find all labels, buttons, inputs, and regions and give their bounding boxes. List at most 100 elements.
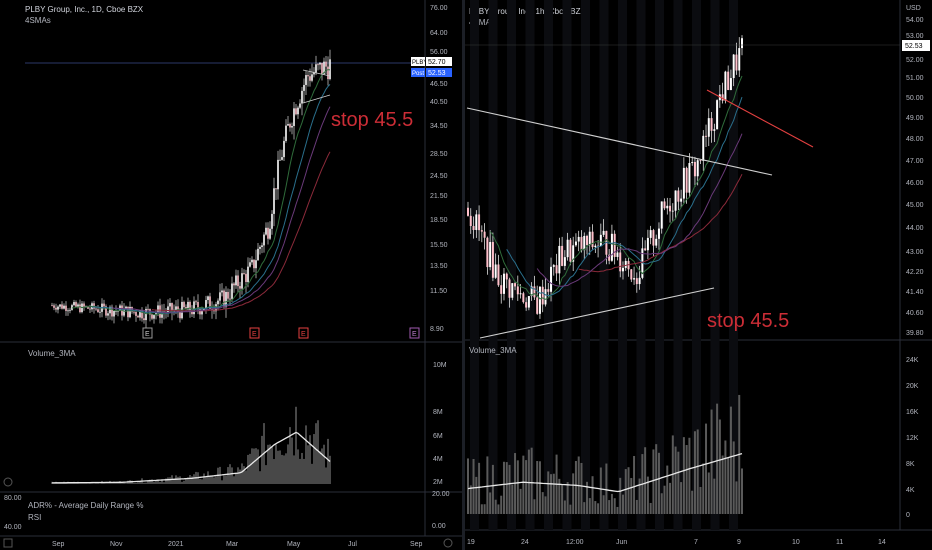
left-volume-bar: [211, 475, 213, 484]
left-candle: [297, 107, 299, 115]
right-candle: [696, 160, 699, 177]
right-price-tick: 51.00: [906, 75, 924, 82]
right-volume-bar: [533, 499, 536, 514]
left-candle: [223, 290, 225, 308]
left-candle: [79, 304, 81, 313]
right-volume-bar: [583, 502, 586, 514]
left-candle: [153, 315, 155, 319]
left-candle: [327, 66, 329, 80]
right-volume-bar: [741, 468, 743, 514]
left-volume-bar: [163, 482, 165, 484]
right-price-tag-bg: [902, 40, 930, 51]
left-trendline-upper: [302, 69, 331, 77]
right-volume-bar: [638, 478, 641, 514]
right-volume-bar: [688, 437, 691, 514]
left-time-axis: Sep Nov 2021 Mar May Jul Sep: [52, 541, 423, 548]
right-candle: [624, 260, 627, 268]
zoom-icon[interactable]: [3, 477, 13, 487]
left-candle: [255, 260, 257, 269]
left-candle: [253, 259, 255, 269]
left-volume-bar: [177, 476, 179, 484]
right-volume-bar: [552, 473, 555, 514]
right-candle: [663, 201, 666, 209]
right-session-band: [507, 0, 516, 530]
right-candle: [594, 245, 597, 248]
earnings-marker-3[interactable]: [298, 327, 309, 339]
settings-icon[interactable]: [3, 538, 13, 548]
left-volume-bar: [183, 480, 185, 484]
left-volume-bar: [165, 478, 167, 484]
right-price-tick: 49.00: [906, 115, 924, 122]
right-time-tick: 11: [836, 539, 843, 546]
right-candle: [705, 135, 708, 137]
left-candle: [291, 125, 293, 128]
left-candle: [217, 300, 219, 305]
right-time-tick: 19: [467, 539, 475, 546]
right-volume-bar: [597, 503, 600, 514]
right-volume-bar: [522, 455, 525, 514]
right-sma-line: [506, 96, 743, 297]
left-volume-bar: [147, 481, 149, 484]
right-time-tick: Jun: [616, 539, 627, 546]
auto-scale-icon[interactable]: [443, 538, 453, 548]
left-candle: [143, 318, 145, 321]
left-volume-bar: [125, 483, 127, 484]
left-volume-bar: [259, 471, 261, 484]
left-time-tick: Jul: [348, 541, 357, 548]
right-candle: [566, 239, 569, 258]
right-candle: [671, 210, 674, 212]
right-candle: [638, 277, 641, 285]
left-price-tick: 13.50: [430, 263, 448, 270]
pane-separator[interactable]: [462, 0, 465, 550]
right-candle: [489, 242, 492, 268]
right-volume-bar: [483, 504, 486, 514]
left-candle: [103, 303, 105, 307]
left-candle: [227, 291, 229, 299]
adr-tick: 20.00: [432, 491, 450, 498]
right-candle: [646, 237, 649, 251]
right-stop-annotation: stop 45.5: [707, 310, 789, 332]
left-candle: [183, 301, 185, 308]
right-volume-bar: [505, 462, 508, 514]
right-volume-bar: [527, 449, 530, 514]
left-candle: [135, 311, 137, 316]
right-volume-bar: [727, 457, 730, 514]
left-price-tick: 34.50: [430, 123, 448, 130]
earnings-marker-4[interactable]: [409, 327, 420, 339]
right-pane: PLBY Group, Inc., 1h, Cboe BZX 4SMAs sto…: [465, 0, 932, 546]
right-candle: [563, 257, 566, 266]
left-price-tick: 46.50: [430, 81, 448, 88]
left-candle: [195, 301, 197, 303]
left-candle: [207, 296, 209, 300]
right-volume-bar: [705, 423, 708, 514]
left-volume-bar: [233, 476, 235, 484]
earnings-marker-2[interactable]: [249, 327, 260, 339]
left-candle: [69, 309, 71, 311]
left-candle: [263, 234, 265, 246]
left-time-tick: May: [287, 541, 301, 548]
left-candle: [243, 273, 245, 275]
right-candle: [677, 190, 680, 202]
right-candle: [602, 230, 605, 235]
left-candle: [231, 283, 233, 299]
right-volume-bar: [467, 458, 469, 514]
right-candle: [616, 252, 619, 257]
left-volume-bar: [319, 451, 321, 484]
right-candle: [538, 286, 541, 314]
right-volume-bar: [713, 478, 716, 514]
left-volume-bar: [223, 475, 225, 484]
left-volume-bar: [185, 479, 187, 484]
right-candle: [541, 286, 544, 305]
earnings-marker-1[interactable]: [142, 327, 153, 339]
left-volume-bar: [237, 467, 239, 484]
left-candle: [123, 308, 125, 316]
left-volume-axis: 10M 8M 6M 4M 2M: [433, 362, 447, 486]
left-candle: [299, 103, 301, 108]
left-candle: [169, 303, 171, 307]
right-session-band: [655, 0, 664, 530]
right-session-band: [618, 0, 627, 530]
left-candle: [275, 188, 277, 190]
right-candle: [710, 118, 713, 131]
right-candle: [633, 278, 636, 280]
left-candle: [57, 306, 59, 310]
